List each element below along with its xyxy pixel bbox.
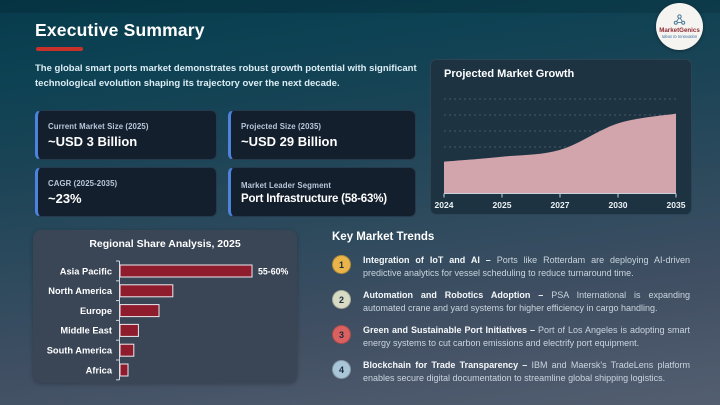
title-underline	[36, 47, 83, 51]
trend-text: Green and Sustainable Port Initiatives –…	[363, 324, 690, 350]
bar-middle-east	[119, 323, 139, 337]
bar-europe	[119, 304, 160, 318]
key-market-trends: Key Market Trends 1 Integration of IoT a…	[332, 231, 702, 385]
trend-text: Automation and Robotics Adoption – PSA I…	[363, 289, 690, 315]
bar-category-label: South America	[47, 346, 113, 356]
bar-category-label: North America	[48, 286, 113, 296]
regional-chart-title: Regional Share Analysis, 2025	[89, 238, 241, 250]
bar-category-label: Africa	[86, 365, 113, 375]
bar-asia-pacific	[119, 264, 253, 278]
trend-body: Port of Los Angeles is adopting smart en…	[363, 325, 690, 349]
bar-data-label: 55-60%	[258, 266, 288, 276]
trend-list: 1 Integration of IoT and AI – Ports like…	[332, 254, 702, 385]
x-tick-label: 2025	[493, 200, 512, 210]
stat-label: Market Leader Segment	[241, 180, 332, 190]
stat-card-cagr: CAGR (2025-2035) ~23%	[35, 167, 217, 217]
trend-lead: Automation and Robotics Adoption –	[363, 290, 544, 301]
stat-card-projected-size: Projected Size (2035) ~USD 29 Billion	[228, 110, 416, 160]
bar-africa	[119, 363, 129, 377]
trend-body: IBM and Maersk's TradeLens platform enab…	[363, 360, 690, 384]
x-tick-label: 2027	[551, 200, 570, 210]
stat-card-current-market-size: Current Market Size (2025) ~USD 3 Billio…	[35, 110, 217, 160]
slide-subtitle: The global smart ports market demonstrat…	[35, 63, 417, 90]
trend-item-blockchain: 4 Blockchain for Trade Transparency – IB…	[332, 359, 702, 385]
trend-lead: Integration of IoT and AI –	[363, 255, 491, 265]
x-tick-label: 2024	[435, 200, 454, 210]
growth-chart-title: Projected Market Growth	[444, 68, 575, 80]
stat-label: Projected Size (2035)	[241, 122, 322, 131]
trend-item-green-sustainable: 3 Green and Sustainable Port Initiatives…	[332, 324, 702, 350]
x-tick-label: 2030	[609, 200, 628, 210]
marketgenics-logo: MarketGenics Ideas to Innovation	[656, 3, 703, 50]
trend-lead: Green and Sustainable Port Initiatives –	[363, 325, 535, 336]
top-band	[0, 0, 720, 13]
projected-market-growth-panel: Projected Market Growth 2024 2025 2027 2030…	[430, 59, 692, 215]
stat-card-market-leader-segment: Market Leader Segment Port Infrastructur…	[228, 167, 416, 217]
trend-number-badge: 2	[332, 290, 351, 310]
stat-label: Current Market Size (2025)	[48, 122, 149, 131]
projected-market-growth-chart: 2024 2025 2027 2030 2035	[435, 98, 686, 210]
trend-text: Integration of IoT and AI – Ports like R…	[363, 254, 690, 280]
stat-label: CAGR (2025-2035)	[48, 179, 118, 188]
trend-body: PSA International is expanding automated…	[363, 290, 690, 314]
molecule-icon	[673, 14, 686, 25]
trend-lead: Blockchain for Trade Transparency –	[363, 360, 528, 371]
trend-number-badge: 4	[332, 360, 351, 380]
growth-area	[444, 113, 676, 193]
trend-number-badge: 1	[332, 255, 351, 274]
bar-category-label: Europe	[80, 306, 112, 316]
stat-value: ~23%	[48, 191, 82, 206]
bar-north-america	[119, 284, 174, 298]
stat-value: Port Infrastructure (58-63%)	[241, 192, 387, 205]
regional-share-bar-chart: Asia Pacific 55-60% North America Europe Mid…	[47, 260, 288, 381]
x-tick-label: 2035	[667, 200, 686, 210]
stat-value: ~USD 29 Billion	[241, 134, 338, 149]
trends-title: Key Market Trends	[332, 231, 435, 243]
trend-item-iot-ai: 1 Integration of IoT and AI – Ports like…	[332, 254, 702, 280]
bar-south-america	[119, 343, 135, 357]
regional-share-panel: Regional Share Analysis, 2025 Asia Pacif…	[33, 230, 297, 383]
stat-cards: Current Market Size (2025) ~USD 3 Billio…	[35, 110, 416, 217]
logo-brand-text: MarketGenics	[659, 26, 700, 34]
page-title: Executive Summary	[35, 20, 205, 40]
trend-item-automation-robotics: 2 Automation and Robotics Adoption – PSA…	[332, 289, 702, 315]
logo-tagline: Ideas to Innovation	[661, 34, 698, 40]
bar-category-label: Middle East	[60, 326, 112, 336]
stat-value: ~USD 3 Billion	[48, 134, 138, 149]
bar-category-label: Asia Pacific	[60, 266, 112, 276]
trend-body: Ports like Rotterdam are deploying AI-dr…	[363, 255, 690, 279]
trend-text: Blockchain for Trade Transparency – IBM …	[363, 359, 690, 385]
trend-number-badge: 3	[332, 325, 351, 345]
